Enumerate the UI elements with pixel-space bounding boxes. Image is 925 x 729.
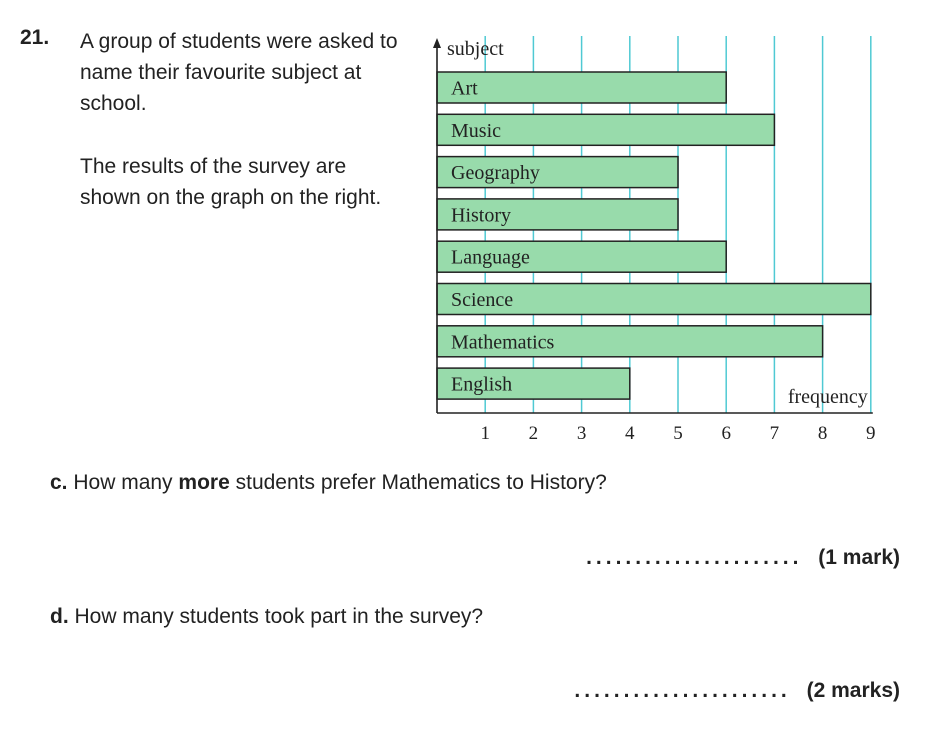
part-c-text-after: students prefer Mathematics to History?: [235, 471, 607, 494]
x-tick-label-1: 1: [480, 423, 490, 444]
part-c-answer-line[interactable]: ...................... (1 mark): [586, 546, 900, 570]
bar-label-history: History: [451, 204, 511, 226]
bar-label-language: Language: [451, 247, 530, 269]
x-axis-label: frequency: [788, 386, 868, 408]
bar-music: [436, 113, 776, 147]
question-number: 21.: [20, 26, 50, 49]
part-d-question: d. How many students took part in the su…: [50, 605, 483, 629]
bar-label-art: Art: [451, 78, 478, 100]
bar-mathematics: [436, 325, 824, 358]
x-tick-label-8: 8: [818, 423, 828, 444]
x-tick-label-3: 3: [577, 423, 587, 444]
x-tick-label-6: 6: [721, 423, 731, 444]
part-d-label: d.: [50, 605, 69, 628]
part-d-text: How many students took part in the surve…: [74, 605, 484, 628]
bar-label-mathematics: Mathematics: [451, 331, 555, 353]
bar-language: [436, 240, 727, 273]
part-c-question: c. How many more students prefer Mathema…: [50, 471, 607, 495]
bar-label-geography: Geography: [451, 162, 540, 184]
x-tick-label-9: 9: [866, 423, 876, 444]
part-c-text-before: How many: [73, 471, 173, 494]
x-tick-label-7: 7: [770, 423, 780, 444]
x-tick-label-2: 2: [529, 423, 539, 444]
part-c-label: c.: [50, 471, 68, 494]
intro-paragraph-1: A group of students were asked to name t…: [80, 30, 398, 115]
bar-history: [436, 198, 679, 231]
bar-label-music: Music: [451, 120, 501, 142]
frequency-bar-chart: Art Music Geography History Language Science M…: [433, 36, 876, 444]
part-c-text-bold: more: [178, 471, 230, 494]
x-tick-label-4: 4: [625, 423, 635, 444]
bar-art: [436, 71, 727, 104]
bar-english: [436, 367, 631, 400]
part-c-marks: (1 mark): [818, 546, 900, 569]
part-d-answer-dots[interactable]: ......................: [574, 679, 791, 702]
bar-science: [436, 282, 872, 316]
part-d-marks: (2 marks): [806, 679, 900, 702]
part-c-answer-dots[interactable]: ......................: [586, 546, 803, 569]
part-d-answer-line[interactable]: ...................... (2 marks): [574, 679, 900, 703]
x-tick-label-5: 5: [673, 423, 683, 444]
y-axis-arrow: [433, 38, 441, 48]
bar-label-science: Science: [451, 289, 513, 311]
question-intro: A group of students were asked to name t…: [80, 26, 410, 245]
y-axis-label: subject: [447, 38, 504, 60]
intro-paragraph-2: The results of the survey are shown on t…: [80, 155, 382, 209]
bar-label-english: English: [451, 374, 512, 396]
